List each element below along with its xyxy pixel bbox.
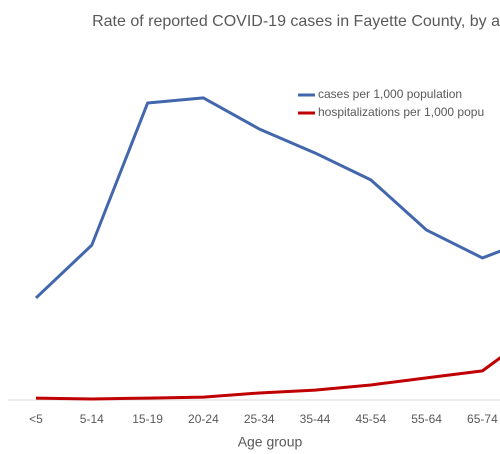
- x-tick-label: 5-14: [80, 412, 104, 426]
- x-tick-label: 35-44: [300, 412, 331, 426]
- legend-label: hospitalizations per 1,000 popu: [318, 105, 484, 119]
- series-line: [35, 356, 500, 401]
- x-tick-label: 25-34: [244, 412, 275, 426]
- x-tick-label: 15-19: [132, 412, 163, 426]
- series-line: [34, 96, 500, 300]
- x-tick-label: 20-24: [188, 412, 219, 426]
- legend-label: cases per 1,000 population: [318, 87, 462, 101]
- x-axis-title: Age group: [238, 434, 303, 450]
- x-tick-label: <5: [29, 412, 43, 426]
- x-tick-label: 65-74: [467, 412, 498, 426]
- chart-title: Rate of reported COVID-19 cases in Fayet…: [92, 13, 500, 30]
- x-tick-label: 45-54: [355, 412, 386, 426]
- x-tick-label: 55-64: [411, 412, 442, 426]
